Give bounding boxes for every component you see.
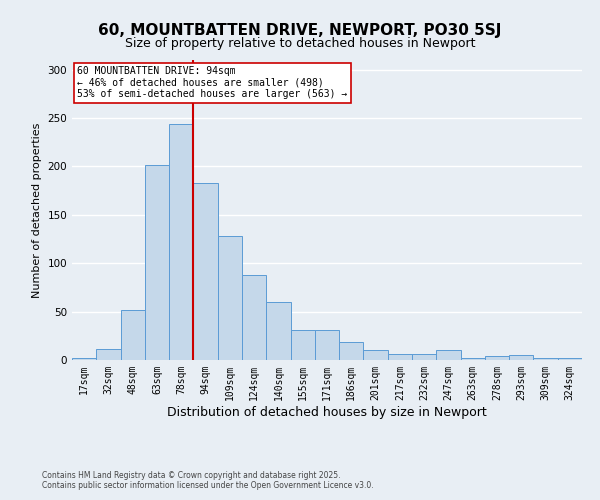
X-axis label: Distribution of detached houses by size in Newport: Distribution of detached houses by size … bbox=[167, 406, 487, 418]
Bar bbox=[485, 356, 509, 360]
Bar bbox=[72, 358, 96, 360]
Bar bbox=[339, 342, 364, 360]
Bar bbox=[193, 183, 218, 360]
Bar bbox=[412, 354, 436, 360]
Bar bbox=[388, 354, 412, 360]
Bar bbox=[315, 330, 339, 360]
Bar bbox=[461, 358, 485, 360]
Bar bbox=[96, 350, 121, 360]
Bar bbox=[364, 350, 388, 360]
Text: Contains public sector information licensed under the Open Government Licence v3: Contains public sector information licen… bbox=[42, 480, 374, 490]
Bar bbox=[145, 164, 169, 360]
Text: 60, MOUNTBATTEN DRIVE, NEWPORT, PO30 5SJ: 60, MOUNTBATTEN DRIVE, NEWPORT, PO30 5SJ bbox=[98, 22, 502, 38]
Bar bbox=[290, 330, 315, 360]
Bar bbox=[266, 302, 290, 360]
Bar bbox=[558, 358, 582, 360]
Bar bbox=[218, 236, 242, 360]
Bar bbox=[436, 350, 461, 360]
Bar bbox=[242, 275, 266, 360]
Text: Contains HM Land Registry data © Crown copyright and database right 2025.: Contains HM Land Registry data © Crown c… bbox=[42, 470, 341, 480]
Bar bbox=[533, 358, 558, 360]
Y-axis label: Number of detached properties: Number of detached properties bbox=[32, 122, 42, 298]
Bar bbox=[169, 124, 193, 360]
Bar bbox=[121, 310, 145, 360]
Bar bbox=[509, 355, 533, 360]
Text: Size of property relative to detached houses in Newport: Size of property relative to detached ho… bbox=[125, 38, 475, 51]
Text: 60 MOUNTBATTEN DRIVE: 94sqm
← 46% of detached houses are smaller (498)
53% of se: 60 MOUNTBATTEN DRIVE: 94sqm ← 46% of det… bbox=[77, 66, 347, 99]
